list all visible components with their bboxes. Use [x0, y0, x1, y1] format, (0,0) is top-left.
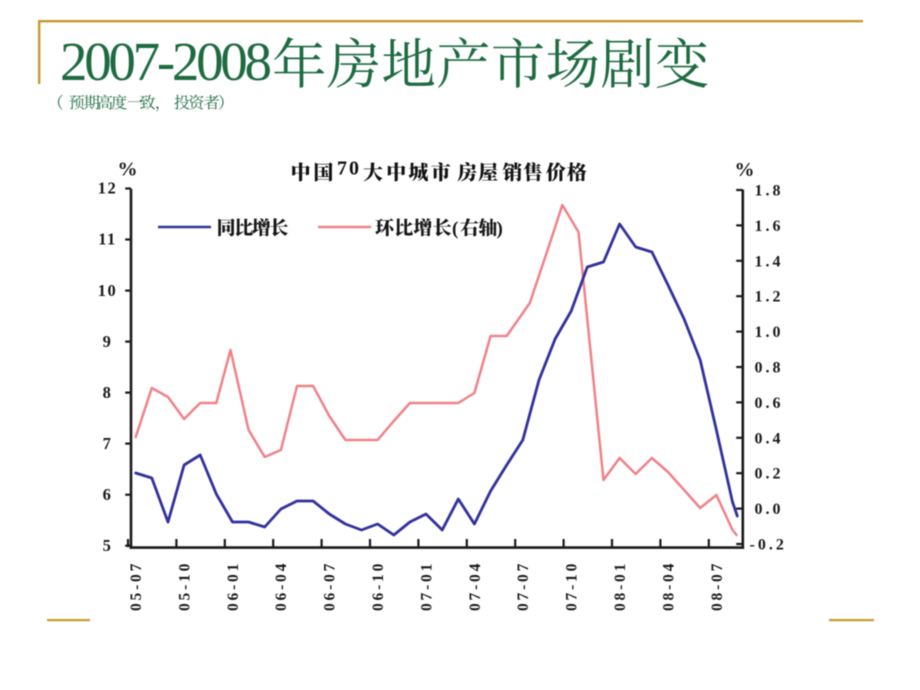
svg-text:07-10: 07-10	[564, 561, 581, 611]
svg-text:05-10: 05-10	[176, 561, 193, 611]
svg-text:%: %	[735, 159, 755, 181]
svg-text:(: (	[452, 219, 458, 240]
svg-text:1.4: 1.4	[755, 253, 784, 270]
svg-text:9: 9	[103, 332, 113, 351]
svg-text:2007-2008: 2007-2008	[60, 31, 272, 92]
svg-text:12: 12	[98, 179, 118, 198]
svg-text:7: 7	[103, 434, 113, 453]
svg-text:-0.2: -0.2	[750, 537, 787, 554]
svg-text:0.0: 0.0	[755, 501, 784, 518]
svg-text:06-01: 06-01	[225, 561, 242, 611]
svg-text:07-04: 07-04	[467, 561, 484, 611]
svg-text:0.6: 0.6	[755, 395, 784, 412]
svg-text:0.4: 0.4	[755, 430, 784, 447]
svg-text:07-07: 07-07	[515, 561, 532, 611]
svg-text:): )	[497, 219, 503, 240]
svg-text:05-07: 05-07	[128, 561, 145, 611]
svg-text:1.2: 1.2	[755, 289, 784, 306]
svg-text:08-04: 08-04	[660, 561, 677, 611]
svg-text:70: 70	[337, 158, 361, 180]
svg-text:1.6: 1.6	[755, 218, 784, 235]
svg-text:0.2: 0.2	[755, 466, 784, 483]
svg-text:0.8: 0.8	[755, 360, 784, 377]
svg-text:6: 6	[103, 485, 113, 504]
svg-text:5: 5	[103, 536, 113, 555]
svg-text:8: 8	[103, 383, 113, 402]
svg-text:1.8: 1.8	[755, 183, 784, 200]
svg-text:11: 11	[98, 230, 117, 249]
svg-text:07-01: 07-01	[418, 561, 435, 611]
svg-text:08-07: 08-07	[709, 561, 726, 611]
svg-text:1.0: 1.0	[755, 324, 784, 341]
svg-text:%: %	[118, 158, 138, 180]
svg-text:06-10: 06-10	[370, 561, 387, 611]
svg-text:06-04: 06-04	[273, 561, 290, 611]
svg-text:08-01: 08-01	[612, 561, 629, 611]
svg-text:06-07: 06-07	[322, 561, 339, 611]
svg-text:10: 10	[98, 281, 118, 300]
